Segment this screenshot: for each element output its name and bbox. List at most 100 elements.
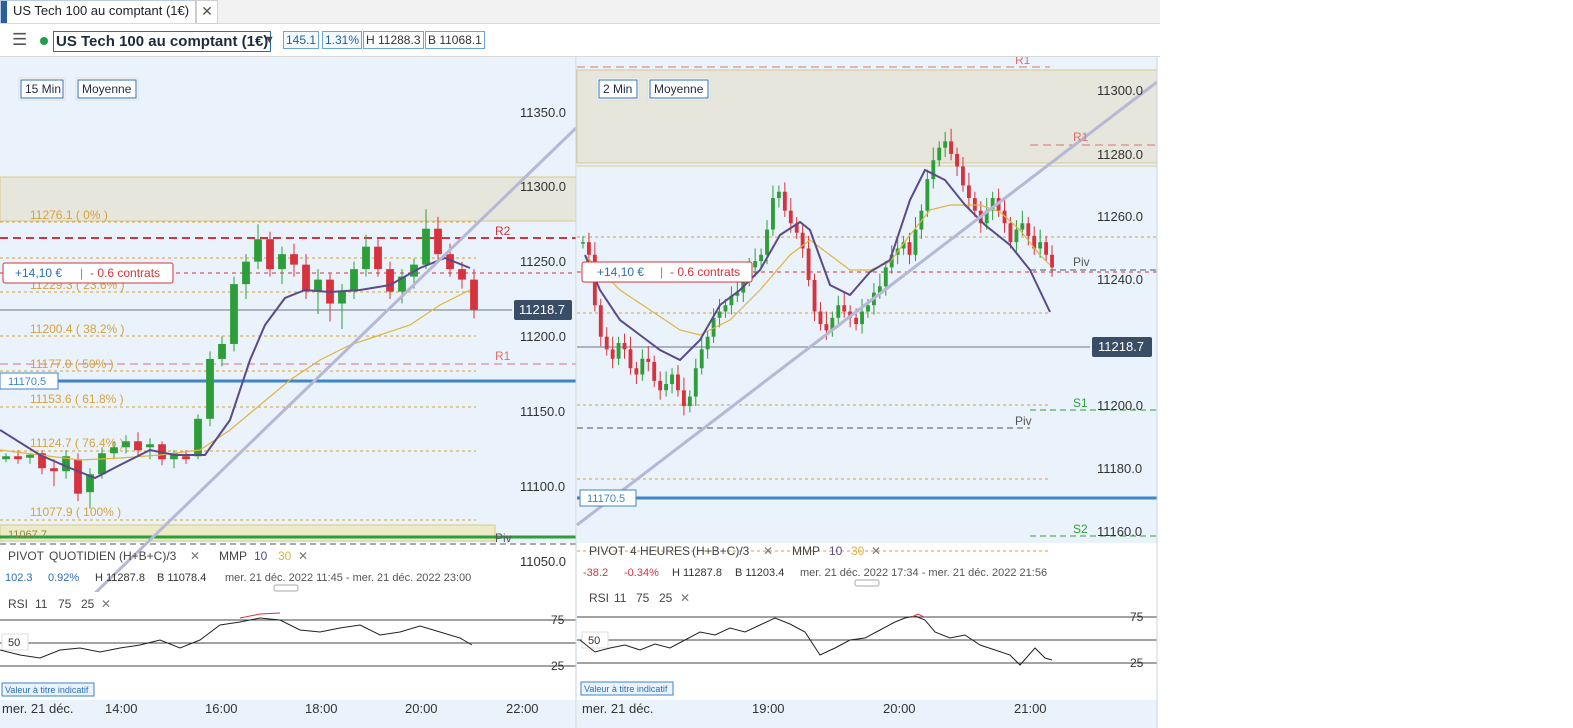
fib-label-764: 11124.7 ( 76.4% ) [30,436,124,450]
left-low-zone [0,524,496,542]
candle-body [937,147,942,161]
candle-body [616,343,621,359]
pivot-period: 4 HEURES [630,544,690,558]
candle-body [687,396,692,407]
candle-body [1050,254,1054,268]
left-pane-resize-handle[interactable] [273,584,299,592]
time-tick: 18:00 [305,701,338,716]
candle-body [776,191,781,199]
candle-body [652,361,657,381]
tab-active-marker [1,1,7,23]
candle-body [1032,235,1037,249]
candle-body [314,279,322,292]
right-pane-resize-handle[interactable] [854,579,880,587]
price-tick: 11280.0 [1097,147,1143,162]
r2-label: R2 [495,224,511,238]
candle-body [788,210,793,224]
left-rsi-pane[interactable] [0,592,576,702]
pivot-high: H 11287.8 [95,572,145,584]
candle-body [972,198,977,211]
right-interval-button[interactable]: 2 Min [596,77,640,101]
candle-body [86,474,94,493]
candle-body [206,358,214,419]
rsi-close-icon[interactable]: ✕ [101,597,111,611]
right-mmp10-line [584,168,1051,362]
candle-body [646,358,651,362]
left-level-tag[interactable]: 11170.5 [0,372,59,390]
fib-label-0: 11276.1 ( 0% ) [30,208,108,222]
fib-label-618: 11153.6 ( 61.8% ) [30,392,124,406]
candle-body [699,349,704,369]
right-trend-line[interactable] [576,80,1158,527]
tab-close-icon[interactable]: ✕ [196,0,218,24]
right-rsi-pane[interactable] [577,587,1157,700]
candle-body [170,453,178,460]
candle-body [182,456,190,460]
candle-body [806,248,811,280]
market-open-status-icon [40,37,48,45]
piv-label: Piv [495,531,512,545]
left-position-tag[interactable]: +14,10 € | - 0.6 contrats [2,262,174,284]
piv-label: Piv [1015,414,1032,428]
candle-body [628,349,633,369]
high-badge: H 11288.3 [363,31,424,49]
mode-label: Moyenne [82,82,132,96]
candle-body [386,269,394,292]
mmp-label: MMP [792,544,820,558]
candle-body [1008,223,1013,243]
instrument-selector[interactable]: US Tech 100 au comptant (1€) [53,31,272,52]
left-mode-button[interactable]: Moyenne [75,77,139,101]
candle-body [676,374,680,391]
left-rsi-line [0,617,473,659]
fib-label-382: 11200.4 ( 38.2% ) [30,322,125,336]
r1-label: R1 [1073,130,1089,144]
candle-body [14,456,22,460]
left-price-pane[interactable] [0,57,576,543]
candle-body [759,254,764,262]
candle-body [901,242,906,249]
time-tick: mer. 21 déc. [582,701,654,716]
candle-body [146,444,154,448]
piv-top-label: Piv [1073,255,1090,269]
mmp-close-icon[interactable]: ✕ [298,549,308,563]
right-mode-button[interactable]: Moyenne [647,77,711,101]
candle-body [860,311,864,325]
price-tick: 11300.0 [1097,83,1143,98]
pivot-close-icon[interactable]: ✕ [190,549,200,563]
time-tick: 22:00 [506,701,539,716]
tab-title: US Tech 100 au comptant (1€) [13,3,190,18]
right-level-tag[interactable]: 11170.5 [579,489,637,507]
low-tag-text: 11067.7 [8,529,47,541]
candle-body [729,295,734,306]
tab-instrument[interactable]: US Tech 100 au comptant (1€) [0,0,197,23]
time-tick: 16:00 [205,701,238,716]
rsi-close-icon[interactable]: ✕ [680,591,690,605]
candle-body [711,317,716,337]
left-chart[interactable]: 11276.1 ( 0% ) 11229.3 ( 23.6% ) 11200.4… [0,57,578,728]
chevron-down-icon[interactable]: ▼ [264,34,275,46]
candle-body [581,242,585,244]
mmp-close-icon[interactable]: ✕ [871,544,881,558]
hamburger-menu-icon[interactable]: ☰ [12,30,28,49]
right-position-tag[interactable]: +14,10 € | - 0.6 contrats [581,261,753,283]
pivot-pct: -0.34% [624,567,659,579]
time-tick: 21:00 [1014,701,1047,716]
pivot-close-icon[interactable]: ✕ [763,544,773,558]
price-tick: 11300.0 [520,179,566,194]
mmp-period-2: 30 [851,544,865,558]
candle-body [836,305,841,318]
rsi-title: RSI [589,591,609,605]
pivot-formula: (H+B+C)/3 [119,549,177,563]
rsi-75-label: 75 [1130,610,1144,624]
candle-body [422,228,430,265]
left-price-axis: 11350.0 11300.0 11250.0 11200.0 11150.0 … [520,105,566,569]
r1-label: R1 [495,349,511,363]
left-trend-line[interactable] [88,126,578,600]
pivot-title: PIVOT [589,544,626,558]
left-interval-button[interactable]: 15 Min [18,77,66,101]
mmp-period-1: 10 [829,544,843,558]
candle-body [622,343,627,350]
right-chart[interactable]: +14,10 € | - 0.6 contrats 11218.7 11170.… [576,57,1158,728]
price-tick: 11350.0 [520,105,566,120]
candle-body [604,336,609,350]
